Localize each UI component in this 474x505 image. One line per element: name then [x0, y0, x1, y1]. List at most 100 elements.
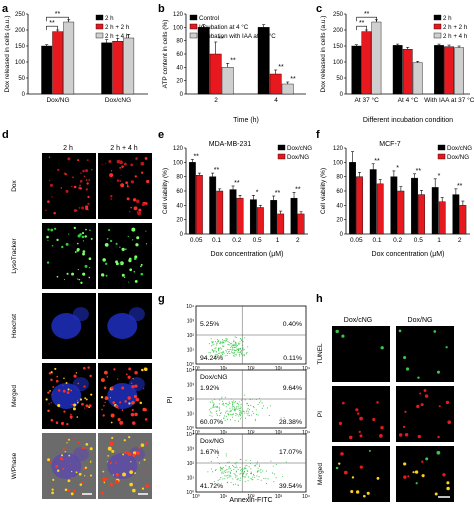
- flow-event: [263, 405, 265, 407]
- flow-event: [219, 399, 221, 401]
- flow-event: [238, 348, 240, 350]
- flow-event: [238, 355, 240, 357]
- flow-event: [241, 348, 243, 350]
- flow-event: [225, 412, 227, 414]
- flow-event: [253, 474, 255, 476]
- flow-event: [211, 400, 213, 402]
- fluorescent-cell: [403, 475, 407, 479]
- x-tick-label: 0.5: [414, 237, 423, 244]
- flow-x-tick: 10⁴: [302, 366, 310, 372]
- flow-event: [223, 340, 225, 342]
- flow-event: [240, 469, 242, 471]
- fluorescent-spot: [73, 185, 77, 189]
- flow-event: [233, 352, 235, 354]
- flow-event: [270, 460, 272, 462]
- flow-event: [213, 351, 215, 353]
- fluorescent-cell: [351, 476, 355, 479]
- fluorescent-spot: [115, 405, 119, 409]
- flow-event: [222, 340, 224, 342]
- flow-event: [218, 409, 220, 411]
- panel-h-row-label: TUNEL: [317, 343, 324, 365]
- fluorescent-spot: [134, 472, 137, 475]
- fluorescent-spot: [119, 180, 122, 182]
- flow-event: [232, 403, 234, 405]
- flow-event: [258, 402, 260, 404]
- flow-x-tick: 10¹: [220, 494, 228, 500]
- flow-event: [234, 345, 236, 347]
- fluorescent-spot: [127, 452, 132, 457]
- flow-event: [233, 344, 235, 346]
- fluorescent-spot: [87, 202, 90, 205]
- fluorescent-spot: [132, 453, 136, 457]
- fluorescent-spot: [60, 454, 64, 457]
- flow-event: [245, 468, 247, 470]
- flow-event: [242, 476, 244, 478]
- flow-event: [256, 461, 258, 463]
- quadrant-lr: 0.11%: [283, 355, 302, 362]
- bar-dox-ng: [216, 190, 224, 235]
- fluorescent-spot: [77, 382, 80, 385]
- legend-swatch: [433, 23, 442, 30]
- flow-y-tick: 10⁰: [186, 490, 194, 496]
- flow-event: [255, 409, 257, 411]
- fluorescent-spot: [103, 404, 105, 407]
- flow-event: [229, 475, 231, 477]
- fluorescent-spot: [73, 403, 77, 407]
- flow-event: [217, 340, 219, 342]
- bar-dox-ng: [256, 207, 264, 235]
- flow-event: [225, 410, 227, 412]
- fluorescent-spot: [55, 421, 59, 425]
- legend-entry: Dox/NG: [447, 154, 469, 161]
- y-tick-label: 120: [173, 146, 184, 152]
- legend-swatch: [437, 144, 446, 151]
- fluorescent-spot: [130, 163, 134, 167]
- flow-x-tick: 10¹: [220, 366, 228, 372]
- fluorescent-spot: [71, 476, 73, 479]
- flow-event: [227, 404, 229, 406]
- micrograph-tile: [396, 386, 454, 442]
- flow-event: [226, 461, 228, 464]
- flow-event: [233, 406, 235, 408]
- flow-event: [214, 347, 216, 349]
- fluorescent-cell: [348, 435, 353, 440]
- fluorescent-spot: [51, 394, 53, 396]
- fluorescent-spot: [142, 407, 146, 412]
- fluorescent-spot: [132, 421, 136, 425]
- fluorescent-cell: [368, 449, 371, 452]
- fluorescent-spot: [61, 245, 64, 249]
- fluorescent-spot: [68, 454, 71, 457]
- fluorescent-spot: [51, 196, 53, 198]
- flow-event: [269, 405, 271, 407]
- flow-event: [222, 345, 224, 347]
- fluorescent-spot: [48, 403, 50, 405]
- flow-event: [231, 352, 234, 354]
- fluorescent-spot: [130, 412, 135, 417]
- flow-event: [235, 346, 237, 348]
- flow-event: [228, 350, 230, 352]
- fluorescent-spot: [110, 421, 113, 424]
- flow-event: [238, 413, 240, 415]
- flow-event: [253, 406, 255, 408]
- flow-event: [243, 410, 245, 412]
- flow-event: [221, 467, 223, 469]
- flow-event: [234, 476, 237, 478]
- fluorescent-spot: [133, 394, 137, 399]
- flow-event: [225, 475, 227, 477]
- fluorescent-spot: [82, 272, 86, 276]
- fluorescent-spot: [73, 374, 77, 378]
- fluorescent-spot: [145, 484, 149, 488]
- fluorescent-cell: [437, 435, 440, 439]
- y-axis-label: Dox released in cells (a.u.): [320, 16, 327, 93]
- fluorescent-spot: [87, 366, 90, 369]
- fluorescent-cell: [379, 434, 383, 438]
- fluorescent-spot: [85, 228, 87, 231]
- fluorescent-spot: [134, 384, 138, 388]
- flow-x-tick: 10³: [275, 494, 283, 500]
- quadrant-ul: 1.67%: [200, 449, 219, 456]
- fluorescent-spot: [56, 469, 60, 473]
- fluorescent-spot: [122, 453, 125, 456]
- flow-event: [247, 407, 249, 409]
- bar-dox-ng: [376, 183, 384, 235]
- flow-y-tick: 10²: [187, 397, 195, 403]
- flow-event: [231, 344, 233, 346]
